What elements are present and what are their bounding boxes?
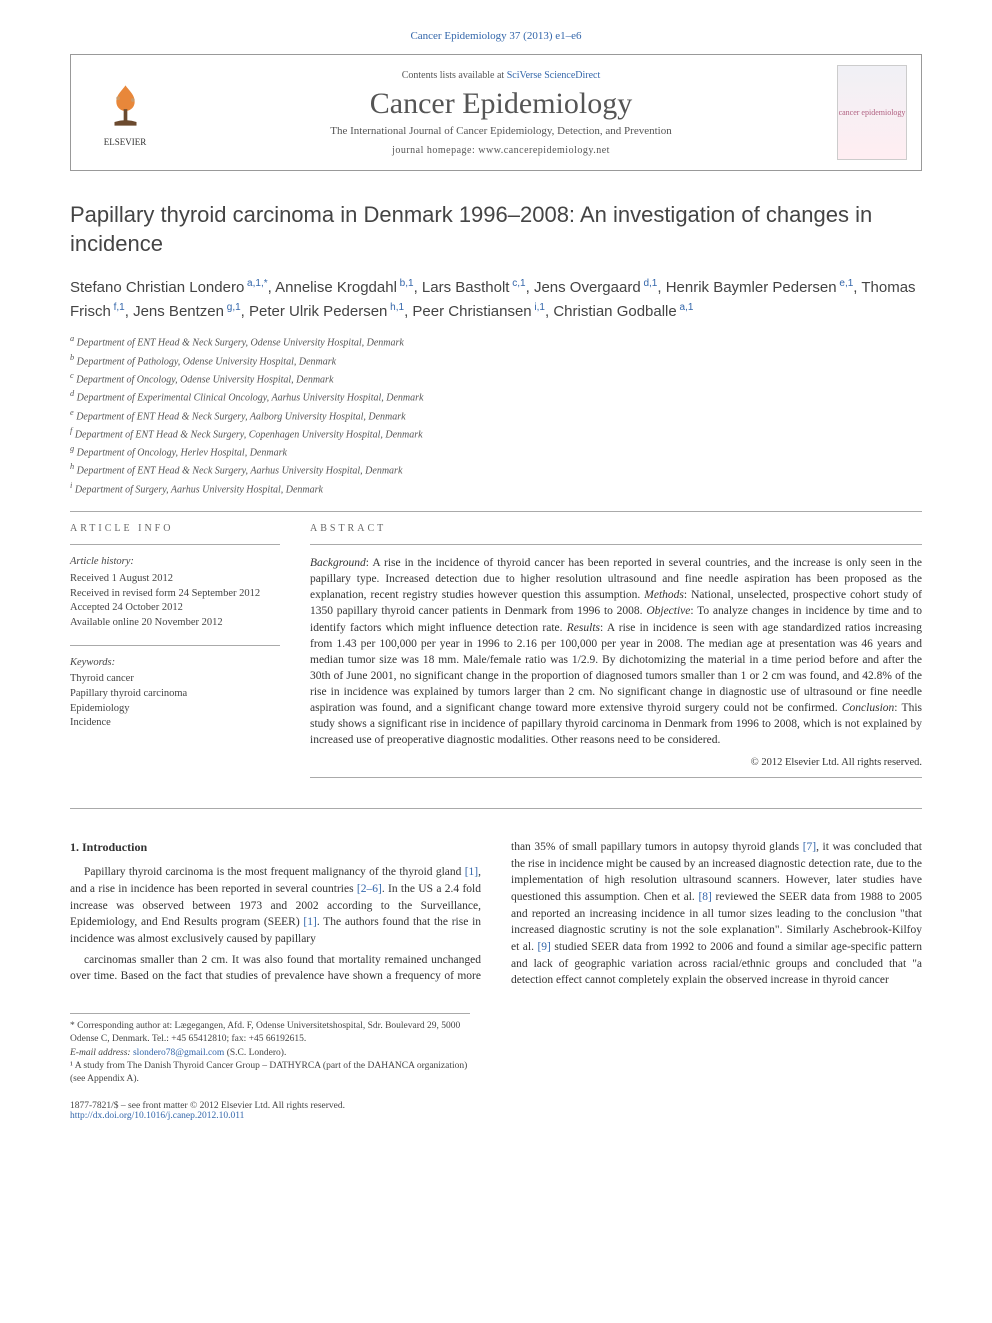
affiliation-item: b Department of Pathology, Odense Univer… xyxy=(70,352,922,369)
history-line: Accepted 24 October 2012 xyxy=(70,601,280,616)
reference-link[interactable]: [8] xyxy=(698,891,711,903)
email-link[interactable]: slondero78@gmail.com xyxy=(133,1048,224,1058)
body-columns: 1. Introduction Papillary thyroid carcin… xyxy=(70,839,922,989)
keyword-item: Papillary thyroid carcinoma xyxy=(70,687,280,702)
email-line: E-mail address: slondero78@gmail.com (S.… xyxy=(70,1047,470,1060)
doi-link[interactable]: http://dx.doi.org/10.1016/j.canep.2012.1… xyxy=(70,1111,244,1121)
divider xyxy=(70,544,280,545)
running-header: Cancer Epidemiology 37 (2013) e1–e6 xyxy=(70,30,922,42)
issn-line: 1877-7821/$ – see front matter © 2012 El… xyxy=(70,1101,922,1111)
journal-homepage-line: journal homepage: www.cancerepidemiology… xyxy=(165,145,837,156)
divider xyxy=(70,808,922,809)
divider xyxy=(310,777,922,778)
history-label: Article history: xyxy=(70,555,280,570)
abstract-text: Background: A rise in the incidence of t… xyxy=(310,555,922,748)
journal-cover-thumbnail: cancer epidemiology xyxy=(837,65,907,160)
keyword-item: Thyroid cancer xyxy=(70,672,280,687)
footnote-1: ¹ A study from The Danish Thyroid Cancer… xyxy=(70,1060,470,1087)
keyword-item: Incidence xyxy=(70,716,280,731)
elsevier-tree-icon xyxy=(98,78,153,133)
history-line: Received in revised form 24 September 20… xyxy=(70,587,280,602)
authors-list: Stefano Christian Londero a,1,*, Annelis… xyxy=(70,276,922,323)
keyword-item: Epidemiology xyxy=(70,702,280,717)
history-line: Received 1 August 2012 xyxy=(70,572,280,587)
affiliation-item: i Department of Surgery, Aarhus Universi… xyxy=(70,480,922,497)
abstract-copyright: © 2012 Elsevier Ltd. All rights reserved… xyxy=(310,756,922,771)
contents-prefix: Contents lists available at xyxy=(402,70,507,81)
abstract: ABSTRACT Background: A rise in the incid… xyxy=(310,522,922,788)
contents-line: Contents lists available at SciVerse Sci… xyxy=(165,70,837,81)
history-line: Available online 20 November 2012 xyxy=(70,616,280,631)
keywords-lines: Thyroid cancerPapillary thyroid carcinom… xyxy=(70,672,280,731)
article-title: Papillary thyroid carcinoma in Denmark 1… xyxy=(70,201,922,258)
footer: 1877-7821/$ – see front matter © 2012 El… xyxy=(70,1101,922,1121)
intro-paragraph-1: Papillary thyroid carcinoma is the most … xyxy=(70,864,481,947)
affiliation-item: h Department of ENT Head & Neck Surgery,… xyxy=(70,461,922,478)
reference-link[interactable]: [1] xyxy=(303,916,316,928)
footnotes: * Corresponding author at: Lægegangen, A… xyxy=(70,1013,470,1086)
affiliation-item: f Department of ENT Head & Neck Surgery,… xyxy=(70,425,922,442)
publisher-logo-block: ELSEVIER xyxy=(85,78,165,147)
journal-subtitle: The International Journal of Cancer Epid… xyxy=(165,125,837,137)
affiliation-item: a Department of ENT Head & Neck Surgery,… xyxy=(70,333,922,350)
publisher-name: ELSEVIER xyxy=(85,137,165,147)
reference-link[interactable]: [1] xyxy=(465,866,478,878)
divider xyxy=(70,511,922,512)
masthead: ELSEVIER Contents lists available at Sci… xyxy=(70,54,922,171)
sciencedirect-link[interactable]: SciVerse ScienceDirect xyxy=(507,70,601,81)
affiliation-item: d Department of Experimental Clinical On… xyxy=(70,388,922,405)
homepage-prefix: journal homepage: xyxy=(392,145,478,156)
affiliations-list: a Department of ENT Head & Neck Surgery,… xyxy=(70,333,922,497)
divider xyxy=(310,544,922,545)
history-lines: Received 1 August 2012Received in revise… xyxy=(70,572,280,631)
affiliation-item: e Department of ENT Head & Neck Surgery,… xyxy=(70,407,922,424)
journal-name: Cancer Epidemiology xyxy=(165,87,837,121)
email-suffix: (S.C. Londero). xyxy=(224,1048,286,1058)
divider xyxy=(70,645,280,646)
section-heading-intro: 1. Introduction xyxy=(70,839,481,856)
journal-homepage[interactable]: www.cancerepidemiology.net xyxy=(478,145,610,156)
reference-link[interactable]: [2–6] xyxy=(357,883,382,895)
abstract-heading: ABSTRACT xyxy=(310,522,922,536)
article-info: ARTICLE INFO Article history: Received 1… xyxy=(70,522,280,788)
reference-link[interactable]: [9] xyxy=(537,941,550,953)
info-abstract-row: ARTICLE INFO Article history: Received 1… xyxy=(70,522,922,788)
masthead-center: Contents lists available at SciVerse Sci… xyxy=(165,70,837,156)
affiliation-item: c Department of Oncology, Odense Univers… xyxy=(70,370,922,387)
affiliation-item: g Department of Oncology, Herlev Hospita… xyxy=(70,443,922,460)
corresponding-author: * Corresponding author at: Lægegangen, A… xyxy=(70,1020,470,1047)
email-label: E-mail address: xyxy=(70,1048,133,1058)
reference-link[interactable]: [7] xyxy=(803,841,816,853)
keywords-label: Keywords: xyxy=(70,656,280,671)
article-info-heading: ARTICLE INFO xyxy=(70,522,280,536)
